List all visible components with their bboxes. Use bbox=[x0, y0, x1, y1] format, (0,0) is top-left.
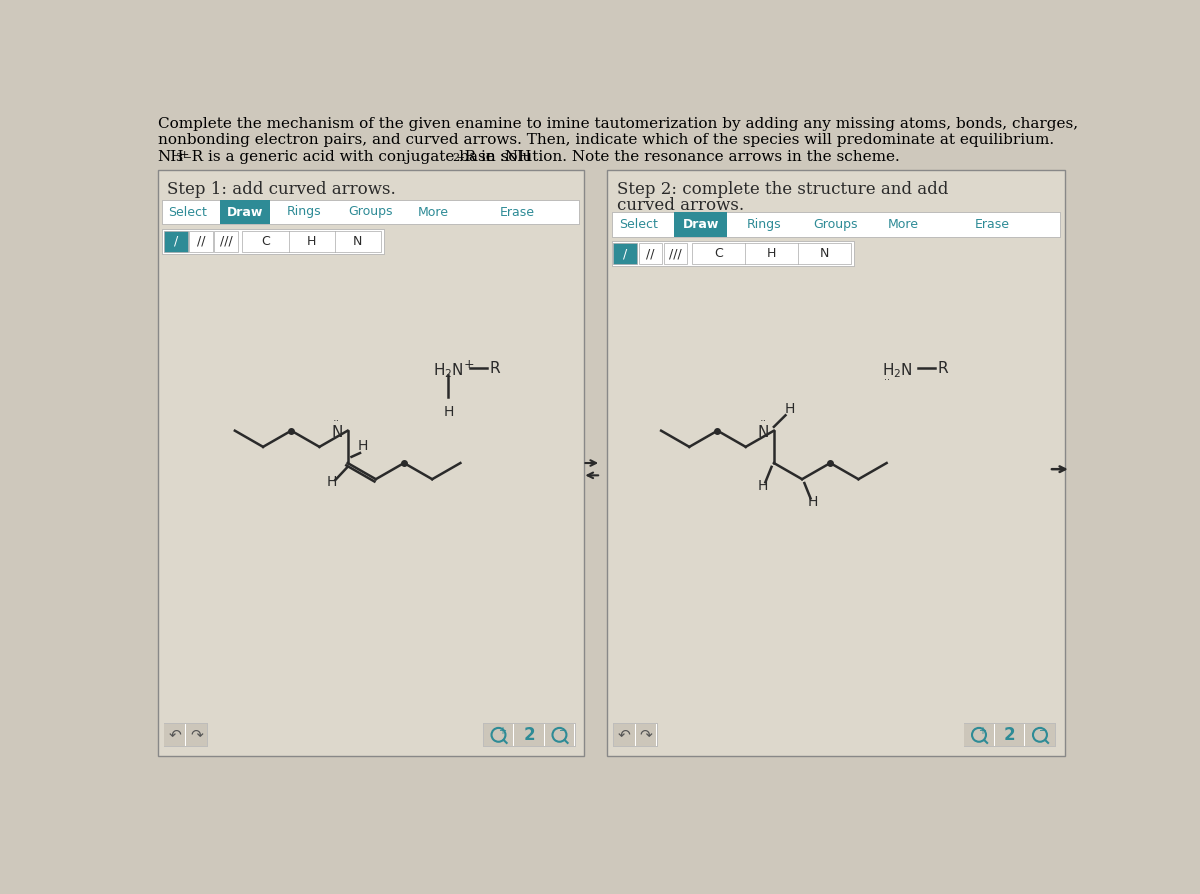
Text: H: H bbox=[307, 235, 317, 248]
Bar bbox=[164, 723, 185, 746]
Text: Groups: Groups bbox=[814, 218, 858, 231]
Text: +: + bbox=[464, 358, 474, 371]
Text: More: More bbox=[418, 206, 449, 218]
Bar bbox=[995, 723, 1025, 746]
Text: C: C bbox=[262, 235, 270, 248]
Text: R: R bbox=[490, 361, 500, 376]
Text: Step 1: add curved arrows.: Step 1: add curved arrows. bbox=[167, 181, 396, 198]
Bar bbox=[514, 723, 544, 746]
Text: Erase: Erase bbox=[976, 218, 1010, 231]
Text: NH: NH bbox=[157, 150, 185, 164]
Text: +: + bbox=[978, 726, 986, 736]
Bar bbox=[484, 723, 575, 746]
Bar bbox=[612, 241, 854, 266]
Text: ··: ·· bbox=[884, 375, 890, 385]
Text: Step 2: complete the structure and add: Step 2: complete the structure and add bbox=[617, 181, 948, 198]
Bar bbox=[164, 231, 187, 252]
Text: ↶: ↶ bbox=[618, 728, 631, 742]
Bar bbox=[214, 231, 238, 252]
Text: H: H bbox=[808, 495, 818, 510]
Text: H: H bbox=[758, 479, 768, 493]
Bar bbox=[612, 212, 1060, 237]
Text: –R in solution. Note the resonance arrows in the scheme.: –R in solution. Note the resonance arrow… bbox=[457, 150, 900, 164]
Text: ///: /// bbox=[670, 247, 682, 260]
Bar bbox=[162, 199, 580, 224]
Text: //: // bbox=[646, 247, 654, 260]
Text: H: H bbox=[326, 476, 336, 489]
Text: ··: ·· bbox=[760, 417, 767, 426]
Bar bbox=[664, 243, 688, 264]
FancyBboxPatch shape bbox=[607, 171, 1064, 755]
Text: ↷: ↷ bbox=[640, 728, 653, 742]
Text: Draw: Draw bbox=[227, 206, 263, 218]
Text: H: H bbox=[767, 247, 776, 260]
Bar bbox=[1025, 723, 1055, 746]
Text: Select: Select bbox=[168, 206, 206, 218]
Text: Select: Select bbox=[619, 218, 659, 231]
Text: Erase: Erase bbox=[499, 206, 534, 218]
Text: 2: 2 bbox=[1003, 726, 1015, 744]
Text: 3: 3 bbox=[175, 154, 182, 164]
Text: ··: ·· bbox=[334, 417, 341, 426]
Bar bbox=[190, 231, 212, 252]
Text: C: C bbox=[714, 247, 722, 260]
Text: –R is a generic acid with conjugate base :NH: –R is a generic acid with conjugate base… bbox=[184, 150, 532, 164]
Text: Rings: Rings bbox=[287, 206, 322, 218]
Text: /: / bbox=[623, 247, 628, 260]
FancyBboxPatch shape bbox=[157, 171, 584, 755]
Text: N: N bbox=[757, 425, 769, 440]
Text: R: R bbox=[937, 361, 948, 376]
Text: +: + bbox=[498, 726, 506, 736]
Text: +: + bbox=[180, 150, 188, 160]
Text: ↷: ↷ bbox=[190, 728, 203, 742]
Bar bbox=[673, 212, 727, 237]
Bar bbox=[613, 723, 656, 746]
Text: N: N bbox=[331, 425, 342, 440]
Bar bbox=[692, 243, 851, 264]
Text: $\mathsf{H_2N}$: $\mathsf{H_2N}$ bbox=[882, 361, 913, 380]
Text: nonbonding electron pairs, and curved arrows. Then, indicate which of the specie: nonbonding electron pairs, and curved ar… bbox=[157, 133, 1054, 148]
Bar bbox=[613, 243, 637, 264]
Bar bbox=[545, 723, 575, 746]
Text: curved arrows.: curved arrows. bbox=[617, 197, 744, 214]
Bar bbox=[964, 723, 994, 746]
Text: N: N bbox=[353, 235, 362, 248]
Text: 2: 2 bbox=[523, 726, 535, 744]
Text: ///: /// bbox=[220, 235, 233, 248]
Text: ↶: ↶ bbox=[168, 728, 181, 742]
Bar bbox=[636, 723, 656, 746]
Bar bbox=[242, 231, 380, 252]
Text: //: // bbox=[197, 235, 205, 248]
Text: Groups: Groups bbox=[349, 206, 394, 218]
Text: H: H bbox=[443, 404, 454, 418]
Text: Rings: Rings bbox=[746, 218, 781, 231]
Bar bbox=[638, 243, 662, 264]
Bar bbox=[164, 723, 208, 746]
Text: More: More bbox=[888, 218, 918, 231]
Bar bbox=[484, 723, 514, 746]
Text: /: / bbox=[174, 235, 178, 248]
Text: $\mathsf{H_2N}$: $\mathsf{H_2N}$ bbox=[433, 361, 463, 380]
Text: −: − bbox=[1039, 726, 1048, 736]
Text: Draw: Draw bbox=[683, 218, 719, 231]
Bar bbox=[614, 723, 635, 746]
Text: H: H bbox=[784, 402, 794, 416]
Text: H: H bbox=[358, 439, 368, 453]
Text: N: N bbox=[820, 247, 829, 260]
Text: 2: 2 bbox=[452, 154, 460, 164]
Text: −: − bbox=[559, 726, 568, 736]
Text: Complete the mechanism of the given enamine to imine tautomerization by adding a: Complete the mechanism of the given enam… bbox=[157, 116, 1078, 131]
Bar bbox=[964, 723, 1055, 746]
Bar bbox=[220, 199, 270, 224]
Bar bbox=[186, 723, 206, 746]
Bar bbox=[162, 229, 384, 254]
